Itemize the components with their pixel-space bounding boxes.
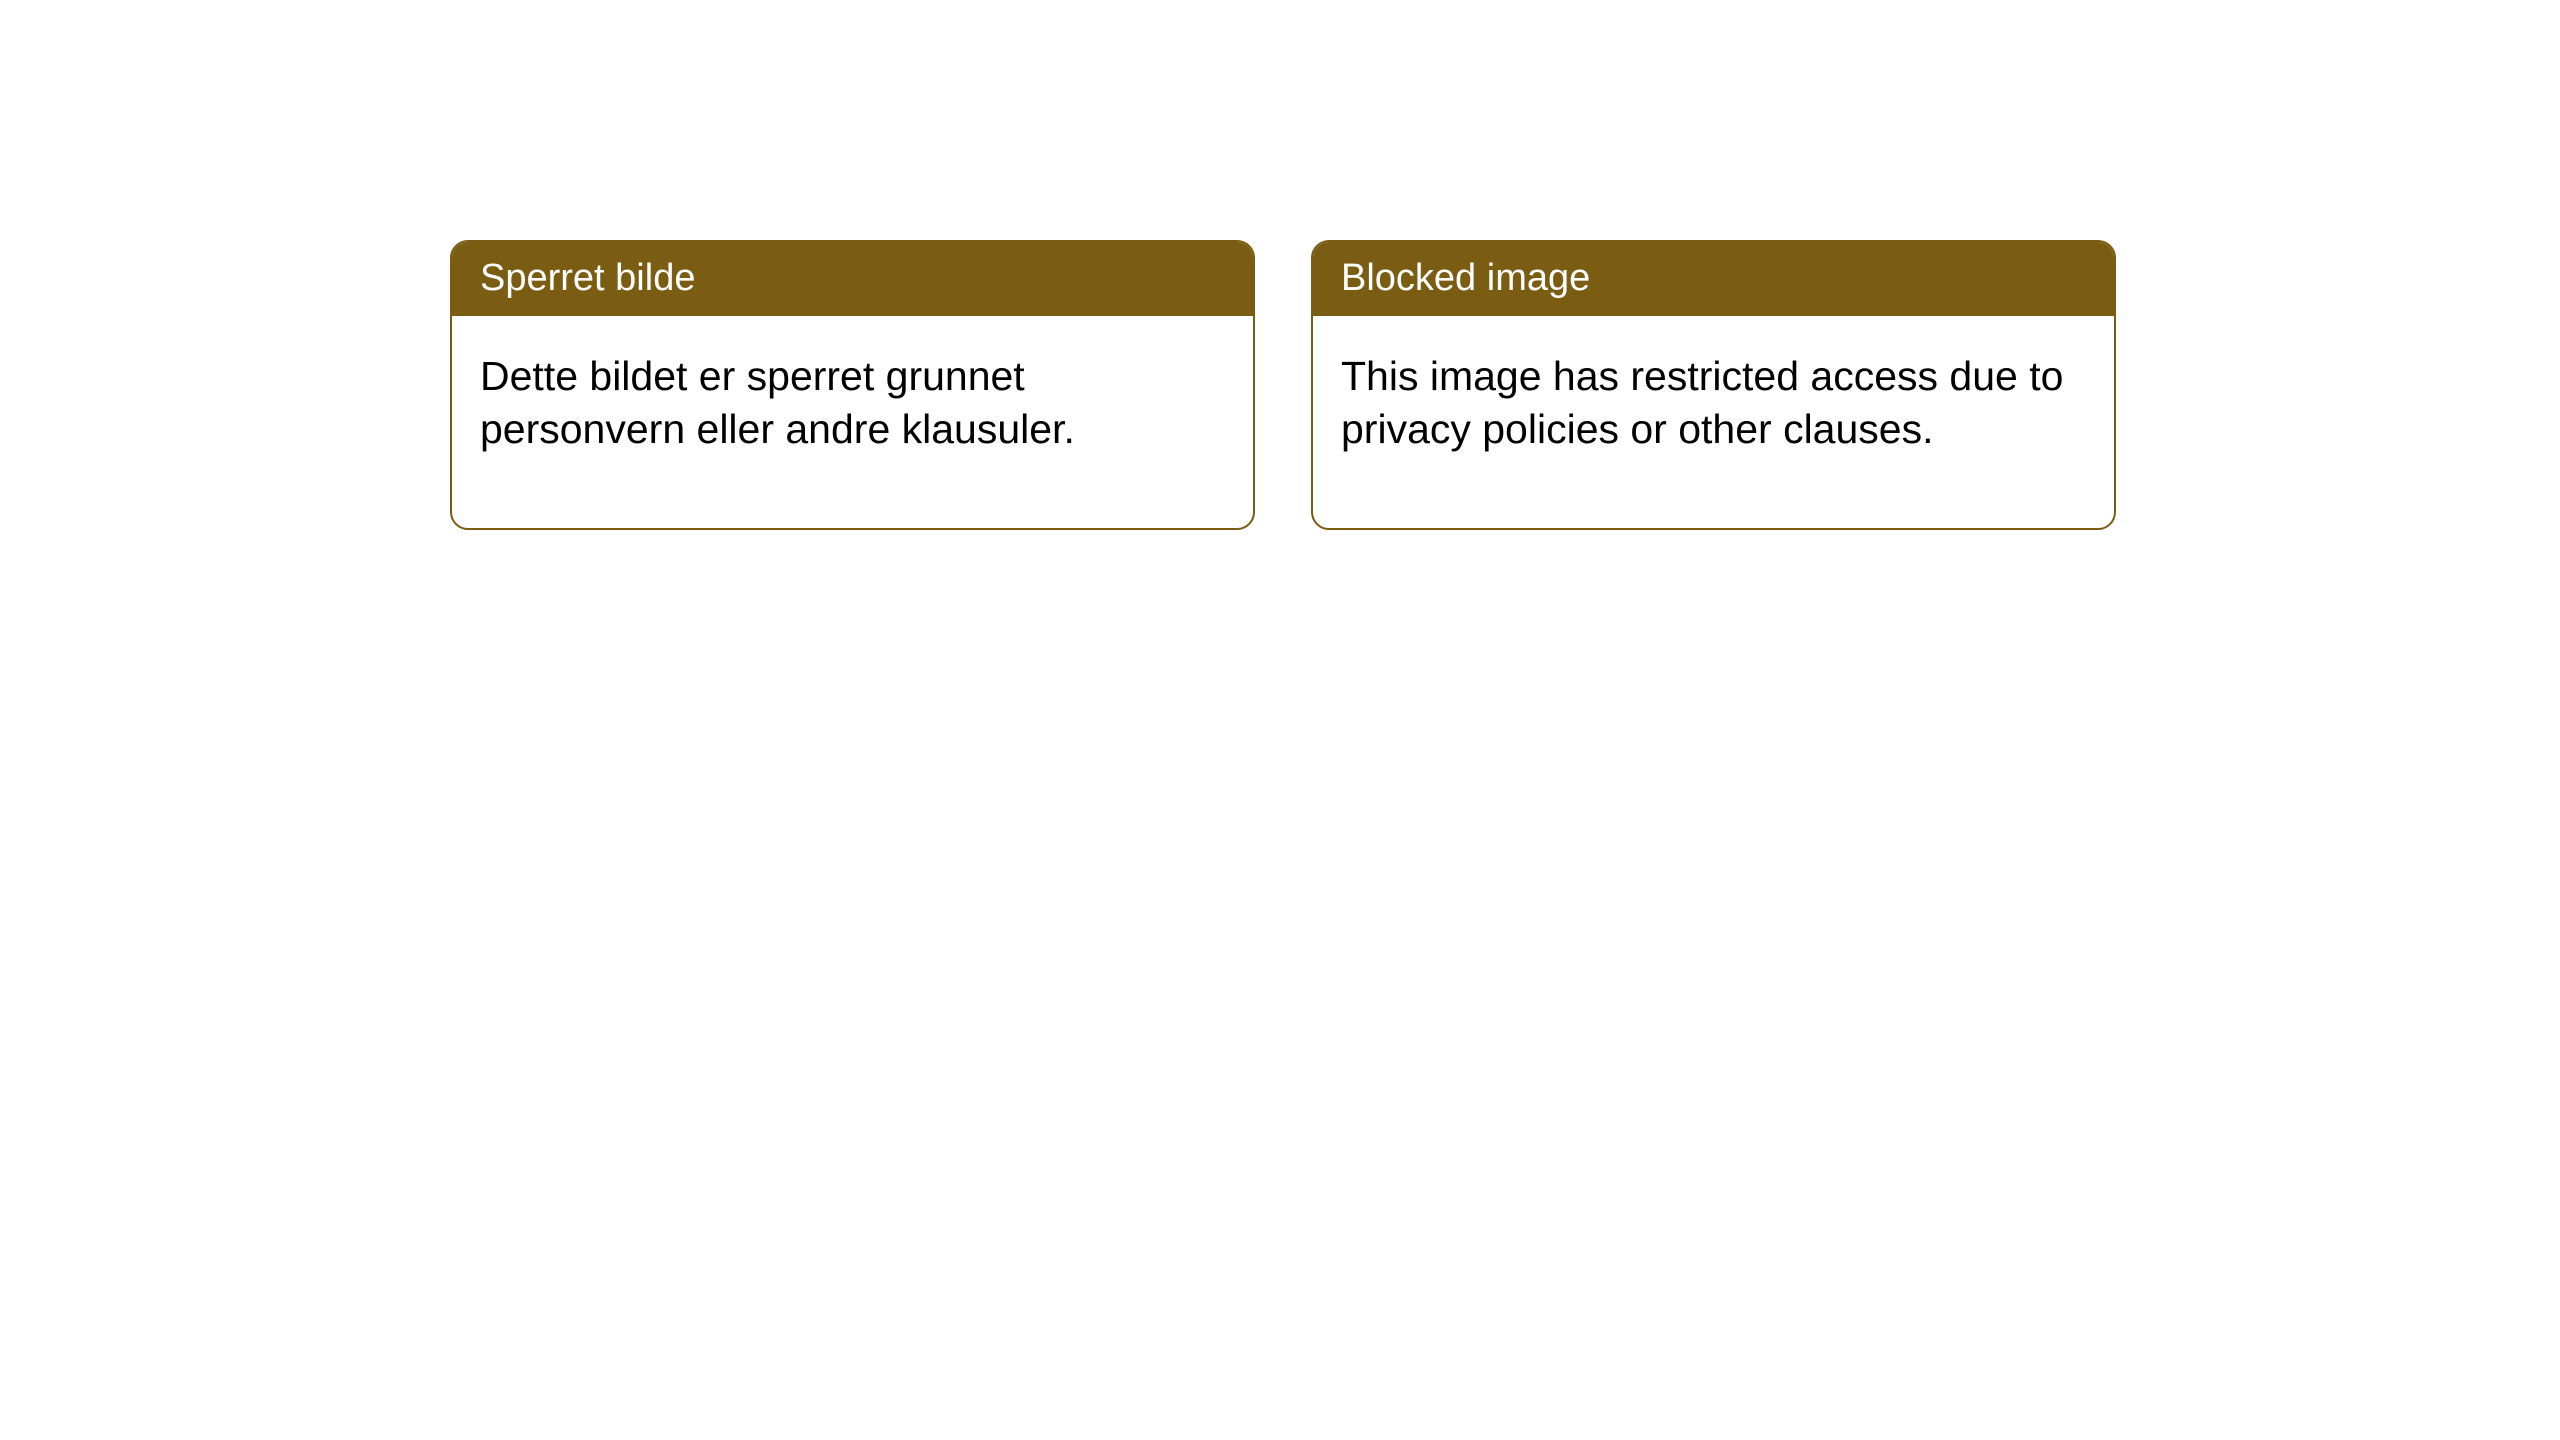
notice-title-norwegian: Sperret bilde xyxy=(452,242,1253,316)
notice-message-norwegian: Dette bildet er sperret grunnet personve… xyxy=(452,316,1253,529)
notice-container: Sperret bilde Dette bildet er sperret gr… xyxy=(450,240,2116,530)
notice-card-norwegian: Sperret bilde Dette bildet er sperret gr… xyxy=(450,240,1255,530)
notice-title-english: Blocked image xyxy=(1313,242,2114,316)
notice-message-english: This image has restricted access due to … xyxy=(1313,316,2114,529)
notice-card-english: Blocked image This image has restricted … xyxy=(1311,240,2116,530)
